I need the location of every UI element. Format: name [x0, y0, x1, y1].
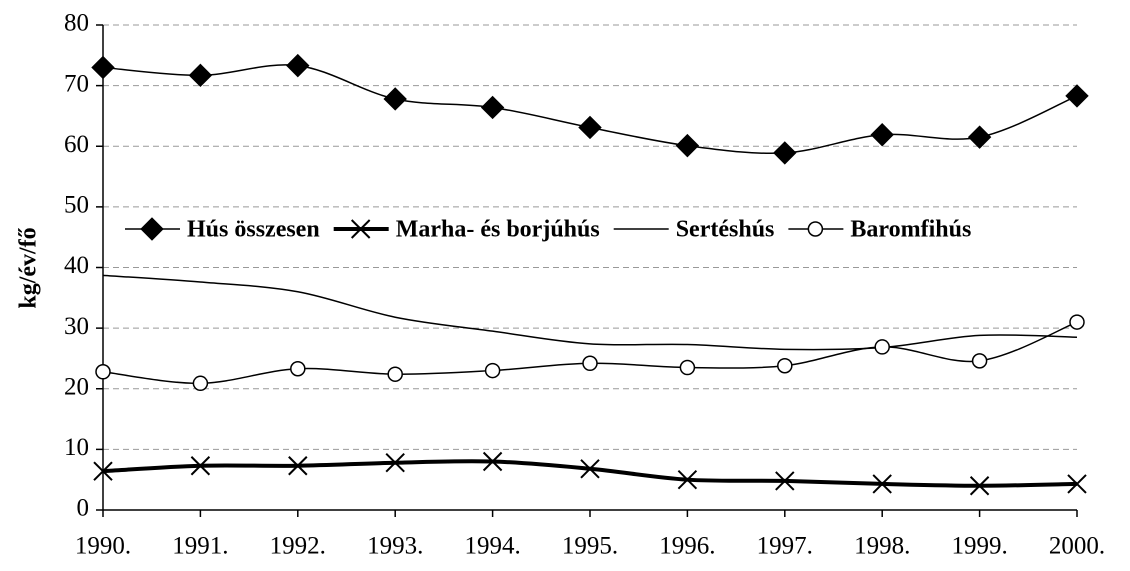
data-point — [874, 339, 890, 355]
x-tick-label: 1996. — [659, 533, 715, 560]
data-point — [777, 357, 793, 374]
x-tick-label: 2000. — [1049, 533, 1105, 560]
y-tick-label: 80 — [64, 10, 89, 37]
x-tick-label: 1993. — [367, 533, 423, 560]
data-point — [192, 375, 209, 392]
data-point — [582, 355, 598, 372]
data-point — [679, 359, 696, 376]
x-tick-label: 1995. — [562, 533, 618, 560]
legend: Hús összesen Marha- és borjúhús Sertéshús B… — [125, 217, 971, 243]
data-point — [1067, 474, 1087, 494]
data-point — [870, 123, 894, 147]
y-tick-label: 10 — [64, 434, 89, 461]
data-point — [288, 456, 308, 476]
data-point — [480, 95, 505, 120]
y-tick-label: 30 — [64, 313, 89, 340]
data-point — [969, 476, 990, 496]
data-point — [290, 360, 306, 377]
data-point — [482, 451, 503, 472]
data-point — [675, 133, 700, 158]
data-point — [286, 53, 310, 78]
data-point — [773, 141, 797, 165]
data-point — [1065, 84, 1089, 108]
y-tick-label: 60 — [64, 131, 89, 158]
data-point — [484, 362, 501, 379]
data-point — [190, 456, 211, 476]
series-line — [102, 321, 1078, 385]
x-tick-label: 1994. — [464, 533, 520, 560]
data-point — [188, 63, 213, 88]
legend-label: Marha- és borjúhús — [396, 217, 600, 243]
legend-label: Hús összesen — [187, 217, 320, 243]
x-tick-label: 1997. — [757, 533, 813, 560]
data-point — [775, 471, 795, 491]
y-tick-label: 50 — [64, 192, 89, 219]
x-tick-label: 1999. — [951, 533, 1007, 560]
data-point — [872, 474, 892, 494]
legend-marker — [807, 221, 824, 237]
legend-marker — [140, 217, 164, 241]
data-point — [1069, 314, 1085, 330]
data-point — [967, 125, 992, 149]
x-tick-label: 1991. — [172, 533, 228, 560]
data-point — [677, 469, 698, 490]
y-tick-label: 20 — [64, 373, 89, 400]
x-tick-label: 1998. — [854, 533, 910, 560]
data-point — [971, 353, 988, 369]
y-tick-label: 70 — [64, 70, 89, 97]
y-tick-label: 0 — [77, 495, 90, 522]
x-tick-label: 1992. — [270, 533, 326, 560]
y-tick-label: 40 — [64, 252, 89, 279]
data-point — [578, 115, 602, 140]
legend-marker — [350, 219, 371, 239]
data-point — [93, 461, 113, 481]
data-point — [95, 364, 111, 380]
data-point — [385, 453, 405, 473]
series-line — [102, 274, 1078, 351]
legend-label: Sertéshús — [676, 217, 775, 243]
series-line — [102, 64, 1078, 155]
series-line — [102, 459, 1078, 488]
legend-label: Baromfihús — [850, 217, 971, 243]
data-point — [580, 459, 600, 479]
y-axis-label: kg/év/fő — [16, 227, 42, 308]
data-point — [383, 87, 407, 111]
data-point — [387, 366, 403, 382]
x-tick-label: 1990. — [75, 533, 131, 560]
data-point — [91, 55, 115, 80]
